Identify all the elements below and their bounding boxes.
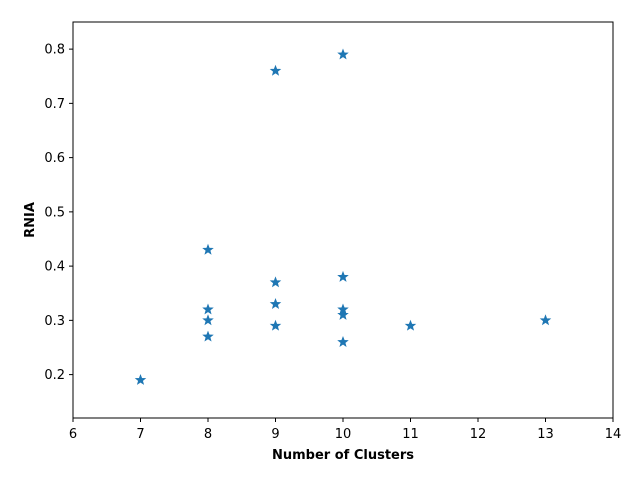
data-point-star: [337, 335, 349, 347]
data-point-star: [134, 373, 147, 385]
y-tick-label: 0.8: [44, 43, 65, 58]
x-tick-label: 6: [69, 427, 77, 442]
data-point-star: [404, 319, 417, 331]
data-point-star: [269, 298, 282, 309]
x-tick-label: 13: [537, 427, 554, 442]
x-axis-title: Number of Clusters: [272, 448, 414, 463]
data-point-star: [202, 303, 214, 315]
y-tick-label: 0.6: [44, 151, 65, 166]
plot-frame: [72, 21, 614, 419]
data-points: [134, 48, 552, 385]
y-tick-label: 0.5: [44, 205, 65, 220]
data-point-star: [269, 276, 282, 288]
data-point-star: [337, 48, 349, 60]
x-tick-label: 14: [605, 427, 622, 442]
y-tick-label: 0.7: [44, 97, 65, 112]
data-point-star: [337, 308, 349, 320]
data-point-star: [269, 319, 282, 331]
data-point-star: [337, 270, 349, 282]
x-tick-label: 9: [271, 427, 279, 442]
y-axis-title: RNIA: [23, 202, 38, 238]
x-tick-label: 12: [470, 427, 487, 442]
x-tick-label: 7: [136, 427, 144, 442]
y-tick-label: 0.4: [44, 260, 65, 275]
y-tick-label: 0.2: [44, 368, 65, 383]
x-tick-label: 10: [335, 427, 352, 442]
data-point-star: [202, 314, 214, 326]
data-point-star: [539, 314, 552, 326]
x-tick-label: 8: [204, 427, 212, 442]
x-tick-label: 11: [402, 427, 419, 442]
axis-ticks: 6 7 8 9 10 11 12 13 14 0.2 0.3 0.4 0.5 0.6 0.7 0.8: [44, 43, 621, 442]
data-point-star: [269, 64, 282, 76]
data-point-star: [202, 243, 214, 255]
y-tick-label: 0.3: [44, 314, 65, 329]
data-point-star: [202, 330, 214, 342]
